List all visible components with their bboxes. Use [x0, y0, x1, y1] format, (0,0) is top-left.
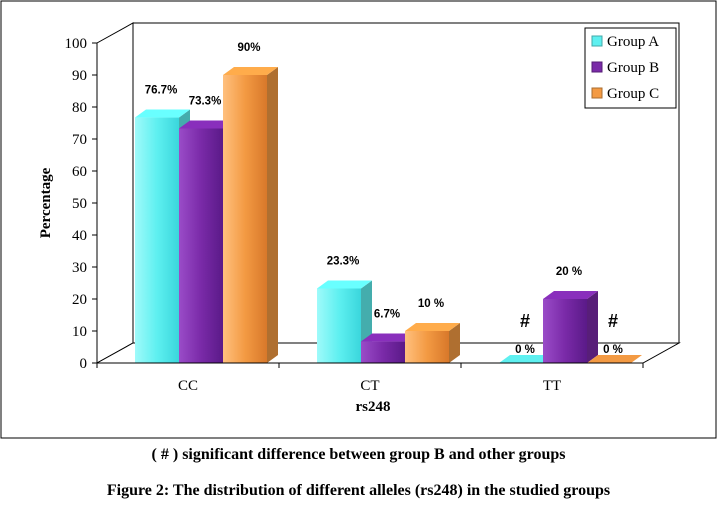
bar-front: [543, 299, 587, 363]
bar-top: [405, 323, 460, 331]
bar: [223, 67, 278, 363]
bar-front: [317, 288, 361, 363]
x-tick-label: CT: [360, 378, 379, 394]
data-label: 23.3%: [327, 255, 360, 267]
data-label: 73.3%: [189, 95, 222, 107]
bar-front: [135, 117, 179, 363]
bar-flat: [587, 355, 642, 363]
data-label: 20 %: [556, 266, 582, 278]
bar-front: [361, 341, 405, 363]
y-tick-label: 20: [72, 292, 87, 308]
bar-top: [135, 109, 190, 118]
bar: [587, 355, 642, 363]
bar-flat: [499, 355, 554, 363]
y-tick-label: 60: [72, 164, 87, 180]
data-label: 6.7%: [374, 309, 400, 321]
bar: [543, 291, 598, 363]
bar-top: [361, 333, 416, 342]
bar-front: [223, 75, 267, 363]
bars: [135, 67, 642, 363]
bar-side: [587, 291, 598, 363]
bar-side: [267, 67, 278, 363]
data-label: 76.7%: [145, 85, 178, 97]
bar-top: [317, 280, 372, 289]
significance-marker: #: [520, 311, 530, 331]
y-tick-label: 40: [72, 228, 87, 244]
x-tick-label: CC: [178, 378, 198, 394]
bar-front: [405, 331, 449, 363]
bar-top: [543, 291, 598, 299]
bar-top: [223, 67, 278, 75]
data-label: 0 %: [603, 344, 623, 356]
data-label: 90%: [237, 42, 260, 54]
y-tick-label: 50: [72, 196, 87, 212]
x-tick-label: TT: [543, 378, 561, 394]
chart-svg: 0 10 20 30 40 50 60 70 80 90 100 Percentage 76.7% 73…: [0, 0, 717, 439]
legend-swatch: [591, 61, 603, 73]
y-tick-label: 80: [72, 100, 87, 116]
legend-label: Group A: [607, 34, 659, 50]
bar-front: [179, 128, 223, 363]
bar: [499, 355, 554, 363]
x-axis: CC CT TT rs248: [96, 362, 644, 415]
bar: [405, 323, 460, 363]
significance-marker: #: [608, 311, 618, 331]
y-tick-label: 100: [65, 36, 88, 52]
side-wall: [96, 22, 134, 364]
bar-side: [449, 323, 460, 363]
legend-swatch: [591, 87, 603, 99]
data-label: 0 %: [515, 344, 535, 356]
y-tick-label: 10: [72, 324, 87, 340]
footnote: ( # ) significant difference between gro…: [151, 446, 566, 463]
y-tick-label: 0: [80, 356, 88, 372]
y-tick-label: 30: [72, 260, 87, 276]
y-tick-label: 70: [72, 132, 87, 148]
data-labels: 76.7% 73.3% 90% 23.3% 6.7% 10 % 0 % 20 % 0 % # #: [145, 42, 623, 356]
data-label: 10 %: [418, 298, 444, 310]
bar-top: [179, 120, 234, 129]
legend: Group A Group B Group C: [584, 27, 677, 109]
y-axis: 0 10 20 30 40 50 60 70 80 90 100 Percentage: [38, 36, 98, 372]
figure-caption: Figure 2: The distribution of different …: [106, 482, 611, 499]
y-axis-title: Percentage: [38, 167, 54, 238]
legend-label: Group C: [607, 86, 659, 102]
y-tick-label: 90: [72, 68, 87, 84]
x-axis-title: rs248: [356, 399, 391, 415]
legend-swatch: [591, 35, 603, 47]
legend-label: Group B: [607, 60, 659, 76]
